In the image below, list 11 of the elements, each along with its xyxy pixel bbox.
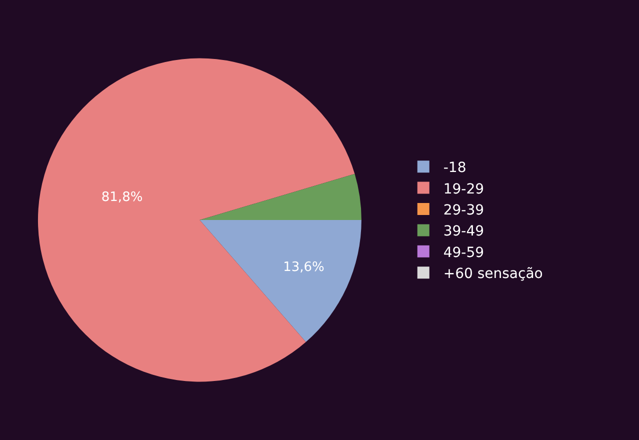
pie-slice — [200, 174, 362, 220]
legend-label: 39-49 — [443, 224, 484, 240]
legend-label: 29-39 — [443, 202, 484, 218]
pie-slice — [200, 220, 362, 342]
legend-label: -18 — [443, 160, 466, 176]
data-label: 13,6% — [283, 260, 324, 275]
legend-label: 19-29 — [443, 181, 484, 198]
legend-label: 49-59 — [443, 244, 484, 261]
legend-label: +60 sensação — [443, 266, 543, 282]
pie-slice — [38, 58, 355, 382]
data-label: 81,8% — [101, 190, 143, 205]
